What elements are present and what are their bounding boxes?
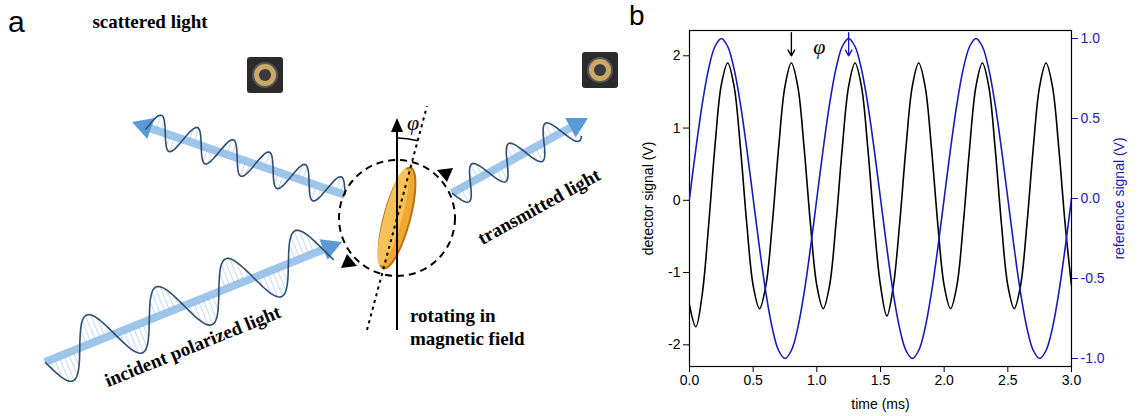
svg-text:3.0: 3.0 [1062, 372, 1082, 388]
svg-text:2: 2 [673, 47, 681, 63]
svg-text:1.5: 1.5 [871, 372, 891, 388]
html-text:b: b [629, 0, 645, 31]
svg-text:1.0: 1.0 [1081, 30, 1101, 46]
svg-text:rotating inmagnetic field: rotating inmagnetic field [410, 305, 525, 349]
svg-text:0: 0 [673, 192, 681, 208]
svg-text:detector signal (V): detector signal (V) [640, 142, 656, 256]
svg-text:1: 1 [673, 120, 681, 136]
svg-text:-1.0: -1.0 [1081, 350, 1105, 366]
svg-text:2.5: 2.5 [998, 372, 1018, 388]
svg-text:-1: -1 [668, 264, 681, 280]
svg-text:transmitted light: transmitted light [474, 164, 604, 249]
svg-text:reference signal (V): reference signal (V) [1111, 137, 1127, 259]
svg-text:φ: φ [407, 110, 419, 135]
svg-text:2.0: 2.0 [934, 372, 954, 388]
svg-text:time (ms): time (ms) [851, 396, 909, 412]
svg-text:0.5: 0.5 [1081, 110, 1101, 126]
svg-text:a: a [8, 5, 25, 38]
svg-text:scattered light: scattered light [92, 11, 208, 32]
svg-text:-2: -2 [668, 336, 681, 352]
svg-text:0.0: 0.0 [1081, 190, 1101, 206]
svg-text:1.0: 1.0 [807, 372, 827, 388]
svg-text:-0.5: -0.5 [1081, 270, 1105, 286]
svg-text:φ: φ [813, 34, 825, 59]
svg-text:incident polarized light: incident polarized light [102, 301, 285, 391]
svg-text:0.5: 0.5 [743, 372, 763, 388]
svg-text:0.0: 0.0 [680, 372, 700, 388]
